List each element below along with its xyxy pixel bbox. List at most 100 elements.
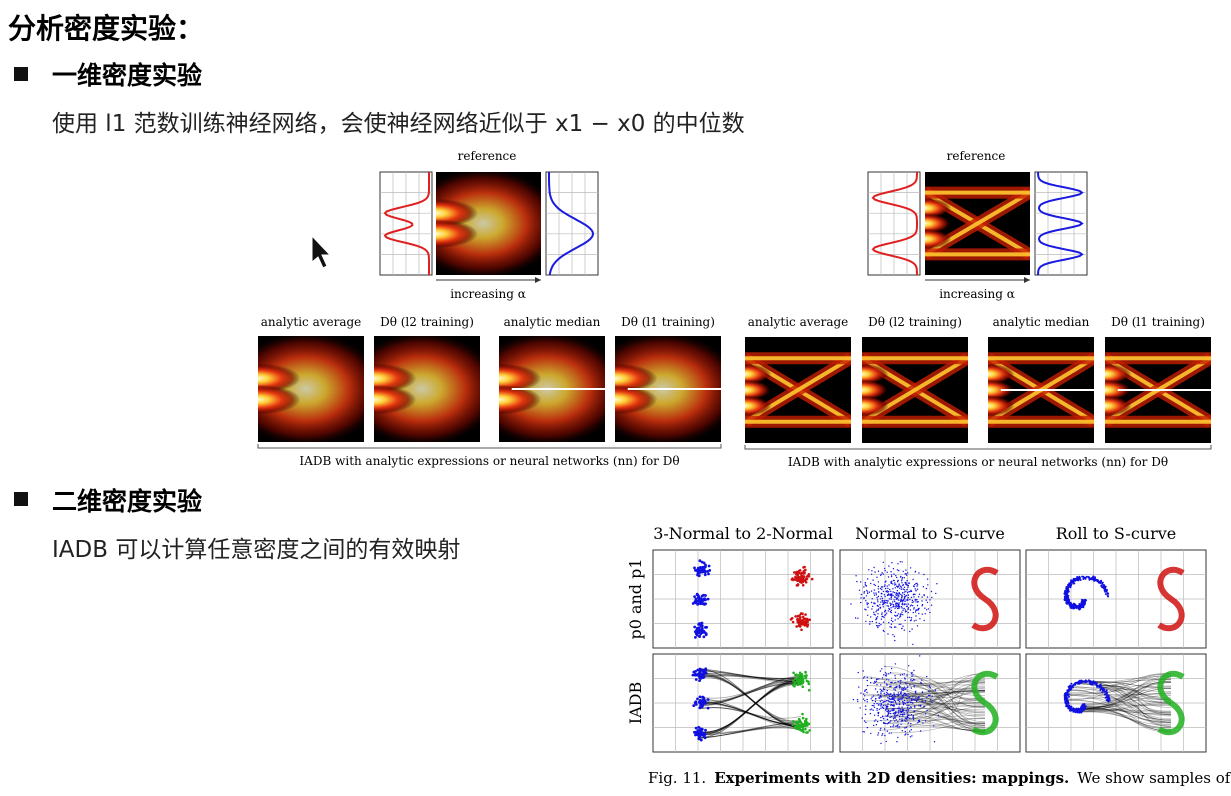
sample (885, 675, 888, 677)
sample (877, 585, 880, 588)
trajectory (700, 702, 802, 731)
sample (893, 573, 895, 575)
sample (900, 691, 902, 693)
sample (866, 589, 868, 592)
sample (881, 734, 883, 736)
sample (894, 611, 897, 613)
sample (901, 600, 904, 602)
trajectory (1064, 693, 1172, 721)
sample (902, 584, 904, 587)
sample (883, 681, 886, 683)
trajectory (914, 699, 986, 724)
sample (864, 608, 866, 610)
sample (800, 673, 804, 676)
sample (903, 694, 905, 696)
trajectory (1078, 683, 1172, 722)
sample (797, 577, 800, 580)
sample (897, 692, 899, 694)
sample (911, 735, 913, 737)
sample (897, 605, 899, 608)
sample (913, 669, 915, 672)
sample (926, 709, 928, 712)
sample (800, 575, 804, 579)
sample (877, 608, 880, 610)
sample (913, 593, 915, 595)
sample (897, 618, 899, 620)
trajectory (700, 677, 802, 729)
sample (896, 741, 898, 743)
sample (914, 691, 917, 693)
sample (871, 620, 873, 623)
sample (889, 626, 891, 628)
sample (701, 569, 705, 573)
trajectory (884, 666, 986, 728)
trajectory (700, 668, 802, 683)
sample (909, 730, 911, 732)
sample (704, 565, 707, 569)
heat-blob (925, 197, 952, 219)
sample (899, 616, 901, 618)
trajectory (700, 684, 802, 733)
sample (905, 688, 907, 690)
sample (870, 601, 873, 604)
trajectory (1083, 706, 1172, 720)
sample (895, 702, 897, 704)
trajectory (1077, 695, 1172, 711)
figure-label: reference (458, 149, 517, 163)
sample (1089, 577, 1092, 580)
sample (915, 700, 918, 702)
sample (909, 736, 912, 738)
sample (1082, 705, 1085, 708)
sample (700, 702, 704, 706)
image-label: analytic average (748, 315, 849, 329)
sample (858, 589, 861, 591)
sample (901, 718, 903, 720)
heat-blob (925, 228, 952, 250)
sample (886, 718, 889, 721)
sample (886, 684, 888, 686)
sample (887, 703, 889, 705)
sample (935, 592, 937, 595)
sample (882, 561, 884, 563)
sample (913, 710, 915, 713)
sample (889, 685, 891, 687)
sample (890, 732, 892, 734)
sample (855, 575, 857, 577)
sample (874, 700, 877, 703)
sample (888, 695, 891, 698)
sample (910, 729, 912, 731)
trajectory (898, 710, 986, 727)
sample (897, 599, 900, 601)
trajectory (1070, 687, 1172, 720)
sample (906, 706, 909, 709)
sample (878, 711, 880, 714)
sample (875, 618, 877, 621)
sample (881, 572, 883, 574)
sample (893, 699, 895, 701)
sample (791, 720, 795, 723)
sample (898, 706, 900, 708)
sample (866, 591, 869, 593)
sample (1104, 696, 1107, 699)
sample (902, 604, 904, 606)
sample (882, 606, 884, 608)
sample (1064, 700, 1067, 703)
sample (1099, 683, 1102, 686)
sample (893, 705, 895, 707)
row-label: IADB (626, 682, 645, 724)
sample (918, 704, 920, 707)
sample (901, 720, 903, 722)
sample (875, 724, 878, 726)
sample (893, 697, 895, 699)
sample (901, 578, 903, 580)
sample (904, 619, 906, 622)
sample (891, 617, 893, 619)
sample (885, 709, 887, 711)
heatmap-body (925, 172, 1030, 275)
sample (804, 676, 807, 680)
trajectory (1100, 673, 1172, 688)
sample (907, 611, 909, 614)
sample (892, 708, 895, 710)
sample (1093, 577, 1096, 580)
